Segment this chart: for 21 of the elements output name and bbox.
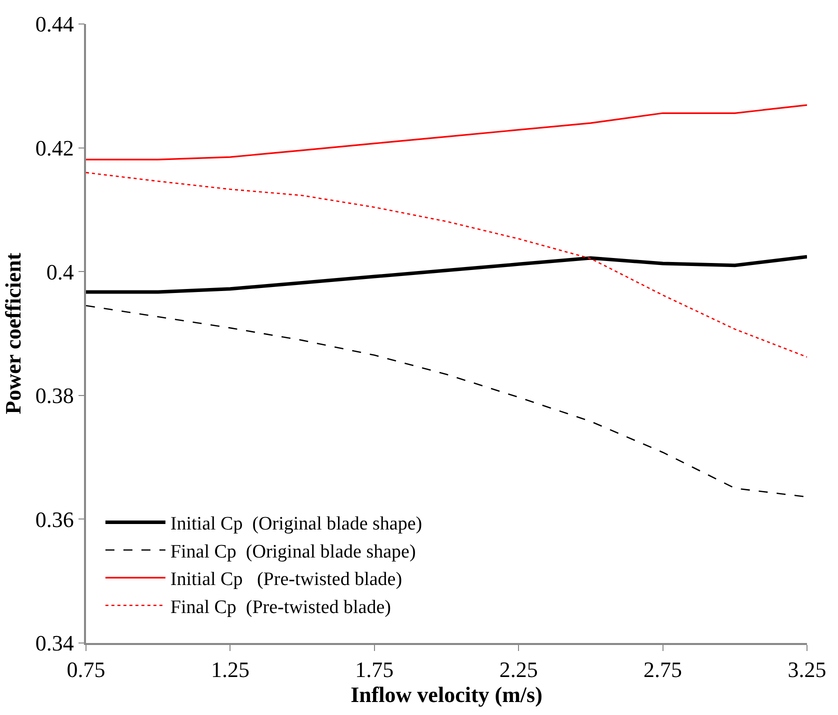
- x-tick-label: 2.75: [644, 657, 682, 682]
- y-tick-label: 0.44: [35, 12, 74, 37]
- legend-label: Final Cp (Pre-twisted blade): [170, 596, 391, 618]
- legend-label: Initial Cp (Original blade shape): [170, 514, 422, 535]
- y-tick-label: 0.4: [46, 259, 74, 284]
- x-tick-label: 1.25: [210, 657, 250, 682]
- legend-label: Initial Cp (Pre-twisted blade): [170, 569, 402, 590]
- legend-label: Final Cp (Original blade shape): [170, 541, 416, 562]
- y-tick-label: 0.36: [35, 506, 74, 532]
- y-tick-label: 0.42: [35, 136, 74, 160]
- line-series: [86, 104, 807, 160]
- y-axis-title: Power coefficient: [0, 252, 26, 414]
- x-tick-label: 1.75: [355, 657, 394, 682]
- y-tick-label: 0.38: [35, 383, 74, 408]
- line-series: [86, 172, 807, 358]
- x-axis-title: Inflow velocity (m/s): [350, 682, 542, 708]
- y-tick-label: 0.34: [35, 630, 74, 656]
- line-series: [86, 254, 807, 294]
- x-tick-label: 0.75: [66, 657, 106, 682]
- x-tick-label: 3.25: [788, 657, 826, 682]
- x-tick-label: 2.25: [499, 657, 538, 682]
